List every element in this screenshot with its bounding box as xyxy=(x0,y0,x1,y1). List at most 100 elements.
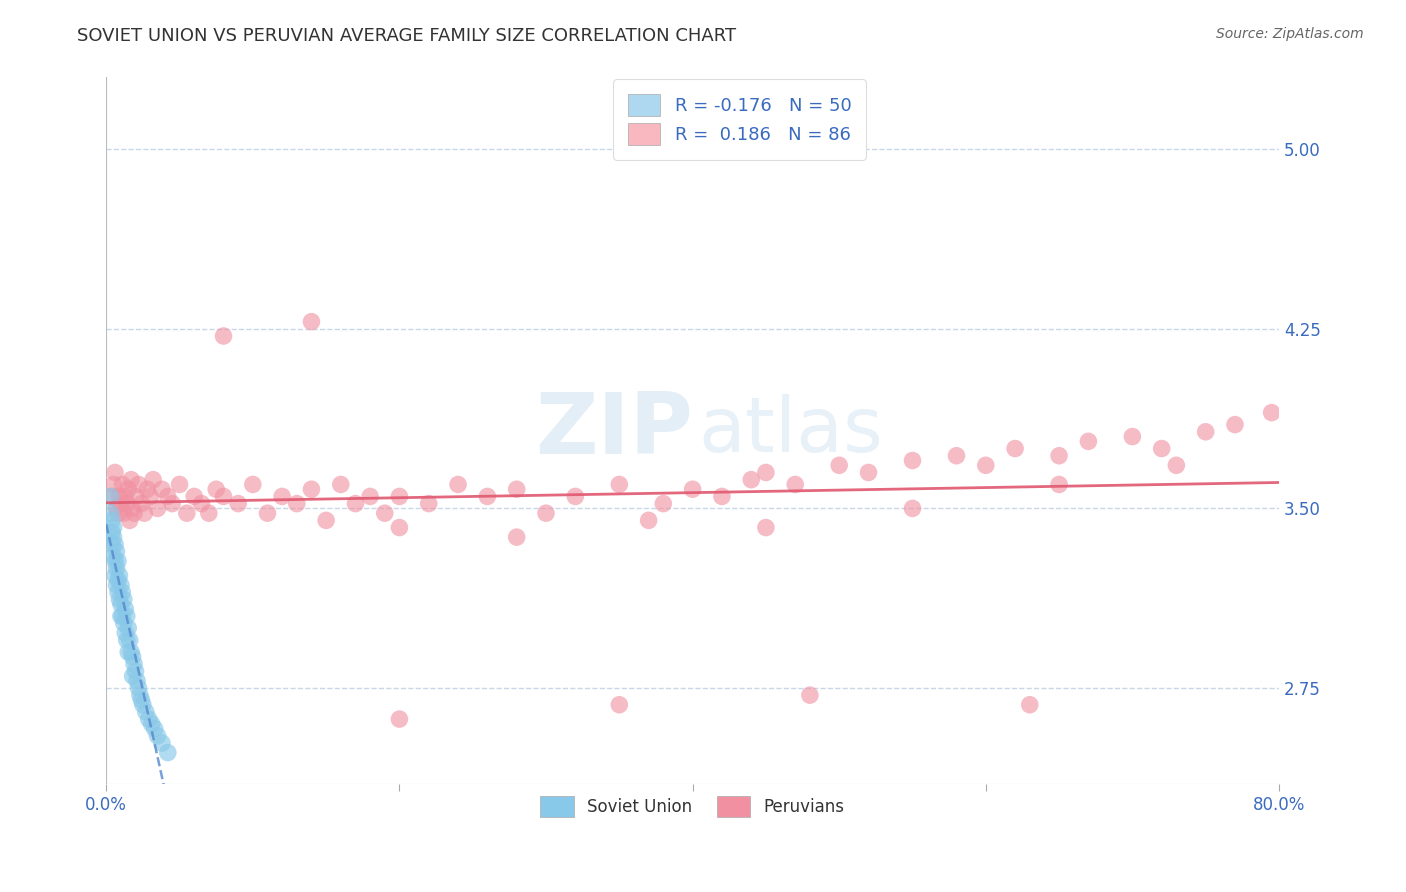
Point xyxy=(374,506,396,520)
Point xyxy=(104,466,127,480)
Point xyxy=(143,722,166,736)
Point xyxy=(156,490,179,504)
Point xyxy=(122,657,145,671)
Point xyxy=(447,477,470,491)
Point xyxy=(1223,417,1246,432)
Point xyxy=(160,497,183,511)
Point xyxy=(183,490,205,504)
Point xyxy=(828,458,851,473)
Point xyxy=(121,669,143,683)
Point xyxy=(1166,458,1188,473)
Point xyxy=(901,453,924,467)
Point xyxy=(129,688,152,702)
Point xyxy=(131,497,153,511)
Point xyxy=(117,645,139,659)
Point xyxy=(124,490,146,504)
Text: SOVIET UNION VS PERUVIAN AVERAGE FAMILY SIZE CORRELATION CHART: SOVIET UNION VS PERUVIAN AVERAGE FAMILY … xyxy=(77,27,737,45)
Point xyxy=(1077,434,1099,449)
Point xyxy=(104,568,127,582)
Point xyxy=(122,506,145,520)
Point xyxy=(115,633,138,648)
Point xyxy=(1047,477,1070,491)
Point xyxy=(755,466,778,480)
Point xyxy=(169,477,191,491)
Point xyxy=(945,449,967,463)
Point xyxy=(107,573,129,587)
Point xyxy=(176,506,198,520)
Point xyxy=(118,513,141,527)
Point xyxy=(105,501,128,516)
Point xyxy=(135,705,157,719)
Point xyxy=(114,626,136,640)
Legend: Soviet Union, Peruvians: Soviet Union, Peruvians xyxy=(531,788,853,825)
Point xyxy=(858,466,880,480)
Point xyxy=(114,490,136,504)
Text: atlas: atlas xyxy=(699,393,883,467)
Point xyxy=(1121,429,1143,443)
Point xyxy=(418,497,440,511)
Point xyxy=(103,520,125,534)
Point xyxy=(505,482,527,496)
Point xyxy=(111,609,134,624)
Point xyxy=(785,477,807,491)
Point xyxy=(607,477,630,491)
Point xyxy=(112,616,135,631)
Point xyxy=(799,688,821,702)
Point xyxy=(755,520,778,534)
Point xyxy=(110,597,132,611)
Point xyxy=(103,549,125,564)
Point xyxy=(103,530,125,544)
Point xyxy=(974,458,997,473)
Point xyxy=(1004,442,1026,456)
Point xyxy=(388,490,411,504)
Point xyxy=(100,490,122,504)
Point xyxy=(104,537,127,551)
Point xyxy=(637,513,659,527)
Point xyxy=(226,497,249,511)
Point xyxy=(105,561,128,575)
Point xyxy=(139,490,162,504)
Point xyxy=(107,585,129,599)
Point xyxy=(564,490,586,504)
Point xyxy=(156,746,179,760)
Point xyxy=(120,473,142,487)
Point xyxy=(141,717,163,731)
Point xyxy=(103,477,125,491)
Point xyxy=(120,645,142,659)
Point xyxy=(534,506,557,520)
Point xyxy=(607,698,630,712)
Point xyxy=(115,609,138,624)
Point xyxy=(710,490,733,504)
Point xyxy=(359,490,381,504)
Point xyxy=(271,490,294,504)
Point xyxy=(111,477,134,491)
Point xyxy=(127,477,149,491)
Point xyxy=(101,490,124,504)
Point xyxy=(110,497,132,511)
Point xyxy=(301,482,323,496)
Point xyxy=(127,681,149,695)
Point xyxy=(132,698,155,712)
Point xyxy=(285,497,308,511)
Point xyxy=(101,513,124,527)
Point xyxy=(105,578,128,592)
Point xyxy=(107,554,129,568)
Text: ZIP: ZIP xyxy=(534,389,693,472)
Point xyxy=(1150,442,1173,456)
Point xyxy=(110,609,132,624)
Point xyxy=(117,482,139,496)
Point xyxy=(1260,406,1282,420)
Point xyxy=(388,520,411,534)
Point xyxy=(212,490,235,504)
Point xyxy=(121,649,143,664)
Point xyxy=(131,693,153,707)
Point xyxy=(124,664,146,678)
Point xyxy=(1018,698,1040,712)
Point xyxy=(242,477,264,491)
Point xyxy=(101,537,124,551)
Point xyxy=(901,501,924,516)
Point xyxy=(112,506,135,520)
Point xyxy=(101,525,124,540)
Point xyxy=(110,578,132,592)
Point xyxy=(150,736,173,750)
